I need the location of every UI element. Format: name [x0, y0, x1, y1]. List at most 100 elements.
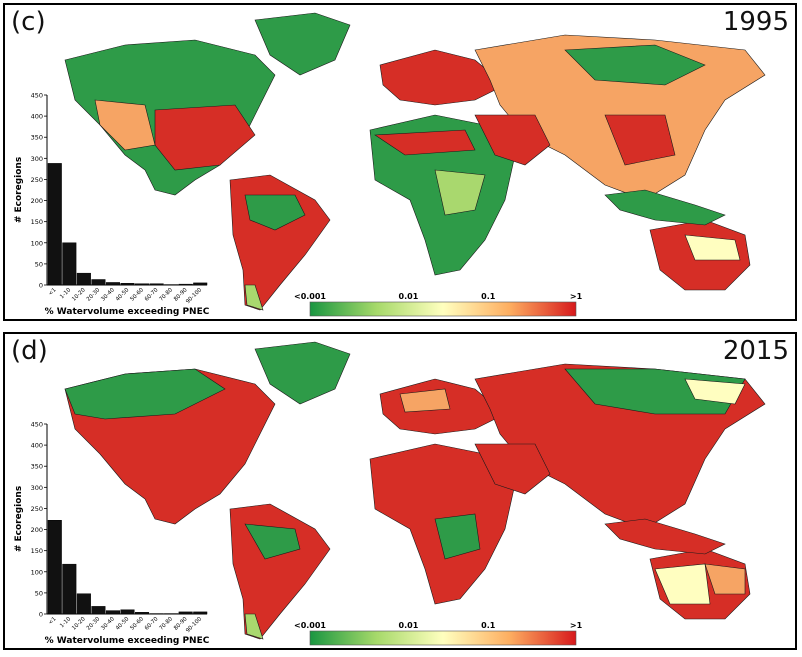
y-tick-label: 350 — [31, 134, 43, 142]
y-tick-label: 100 — [31, 239, 43, 247]
histogram-bar — [120, 609, 135, 615]
colorbar-label: 0.01 — [399, 621, 419, 630]
map-region-detail — [684, 234, 741, 261]
map-region-detail — [244, 194, 306, 231]
colorbar-label: >1 — [570, 621, 583, 630]
world-map — [64, 12, 766, 311]
x-tick-label: 10-20 — [71, 616, 87, 632]
colorbar-gradient — [309, 630, 577, 646]
world-map — [64, 341, 766, 640]
map-region-detail — [399, 388, 451, 413]
x-tick-label: 10-20 — [71, 287, 87, 303]
histogram-bar — [62, 563, 77, 615]
histogram-bar — [91, 606, 106, 615]
colorbar-label: 0.01 — [399, 292, 419, 301]
histogram-bar — [105, 610, 120, 615]
map-region-detail — [64, 368, 226, 420]
x-tick-label: 40-50 — [115, 287, 131, 303]
map-region-greenland — [254, 12, 351, 76]
y-tick-label: 50 — [35, 589, 43, 597]
map-region-detail — [604, 114, 676, 166]
map-region-detail — [244, 523, 301, 560]
map-region-detail — [374, 129, 476, 156]
y-tick-label: 100 — [31, 568, 43, 576]
histogram-bar — [178, 283, 193, 286]
x-tick-label: 70-80 — [159, 287, 175, 303]
map-region-sea — [604, 518, 726, 555]
panel-year: 2015 — [722, 336, 789, 366]
map-region-detail — [244, 284, 264, 311]
panel-label: (d) — [11, 336, 48, 366]
x-tick-label: 30-40 — [100, 287, 116, 303]
map-region-eu — [379, 49, 506, 106]
map-region-detail — [154, 104, 256, 171]
colorbar: <0.001 0.01 0.1 >1 — [294, 621, 583, 646]
histogram-bar — [178, 611, 193, 615]
panel-year: 1995 — [722, 7, 789, 37]
panel-2015: 0 50 100 150 200 250 300 350 400 450 # Ecoregions <… — [3, 332, 797, 650]
x-tick-label: 90-100 — [185, 616, 203, 634]
colorbar-label: 0.1 — [481, 292, 496, 301]
x-tick-label: 90-100 — [185, 287, 203, 305]
map-region-detail — [94, 99, 156, 151]
y-tick-label: 400 — [31, 442, 43, 450]
y-tick-label: 0 — [39, 282, 43, 290]
x-tick-label: 60-70 — [144, 287, 160, 303]
x-axis-label: % Watervolume exceeding PNEC — [45, 307, 210, 317]
y-tick-label: 0 — [39, 611, 43, 619]
map-figure-1995: 0 50 100 150 200 250 300 350 400 450 # Ecoregions <… — [14, 12, 766, 317]
colorbar-label: >1 — [570, 292, 583, 301]
x-tick-label: 40-50 — [115, 616, 131, 632]
map-region-greenland — [254, 341, 351, 405]
x-tick-label: <1 — [48, 616, 58, 626]
x-tick-label: 20-30 — [86, 616, 102, 632]
map-region-detail — [684, 378, 746, 405]
x-tick-label: 20-30 — [86, 287, 102, 303]
y-axis-label: # Ecoregions — [14, 157, 24, 223]
y-tick-label: 300 — [31, 155, 43, 163]
y-tick-label: 200 — [31, 197, 43, 205]
x-tick-label: 30-40 — [100, 616, 116, 632]
colorbar-label: <0.001 — [294, 621, 326, 630]
map-region-detail — [654, 563, 711, 605]
histogram-bar — [135, 283, 150, 286]
histogram-bar — [105, 282, 120, 286]
map-region-me — [474, 443, 551, 495]
y-axis-label: # Ecoregions — [14, 486, 24, 552]
histogram-bar — [76, 272, 91, 286]
panel-label: (c) — [11, 7, 46, 37]
histogram-bar — [91, 279, 106, 286]
histogram-bar — [62, 242, 77, 286]
histogram-bar — [135, 612, 150, 615]
x-tick-label: 50-60 — [129, 616, 145, 632]
colorbar-label: 0.1 — [481, 621, 496, 630]
x-tick-label: 50-60 — [129, 287, 145, 303]
x-tick-label: 60-70 — [144, 616, 160, 632]
histogram-bar — [149, 283, 164, 286]
histogram-bar — [47, 163, 62, 286]
histogram-bar — [120, 283, 135, 286]
y-tick-label: 350 — [31, 463, 43, 471]
histogram-bar — [76, 593, 91, 615]
map-region-detail — [704, 563, 746, 595]
y-tick-label: 200 — [31, 526, 43, 534]
map-region-sea — [604, 189, 726, 226]
map-figure-2015: 0 50 100 150 200 250 300 350 400 450 # Ecoregions <… — [14, 341, 766, 646]
map-region-detail — [434, 169, 486, 216]
map-region-detail — [244, 613, 264, 640]
y-tick-label: 400 — [31, 113, 43, 121]
histogram-bar — [193, 611, 208, 615]
y-tick-label: 150 — [31, 547, 43, 555]
colorbar-label: <0.001 — [294, 292, 326, 301]
y-tick-label: 150 — [31, 218, 43, 226]
y-tick-label: 450 — [31, 92, 43, 100]
map-region-detail — [564, 44, 706, 86]
x-tick-label: <1 — [48, 287, 58, 297]
y-tick-label: 250 — [31, 176, 43, 184]
y-tick-label: 300 — [31, 484, 43, 492]
x-axis-label: % Watervolume exceeding PNEC — [45, 636, 210, 646]
y-tick-label: 450 — [31, 421, 43, 429]
map-region-me — [474, 114, 551, 166]
map-region-detail — [434, 513, 481, 560]
histogram-bar — [193, 282, 208, 286]
